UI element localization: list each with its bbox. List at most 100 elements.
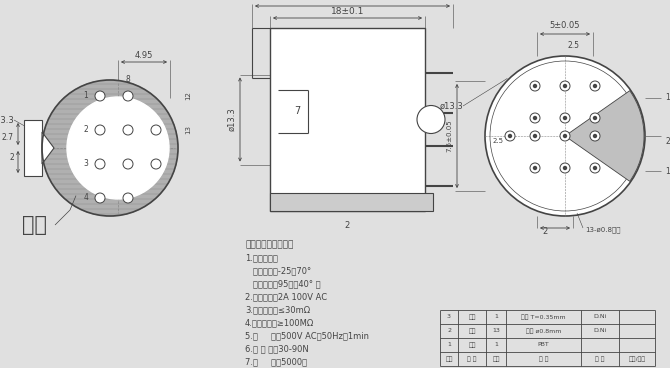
Circle shape xyxy=(530,81,540,91)
Circle shape xyxy=(530,163,540,173)
Circle shape xyxy=(594,117,596,120)
Text: 4.绝缘电阻：≥100MΩ: 4.绝缘电阻：≥100MΩ xyxy=(245,318,314,328)
Text: 8: 8 xyxy=(126,75,131,85)
Text: 13-ø0.8工差: 13-ø0.8工差 xyxy=(585,227,620,233)
Circle shape xyxy=(95,91,105,101)
Text: PBT: PBT xyxy=(537,343,549,347)
Text: 2.5: 2.5 xyxy=(493,138,504,144)
Text: 处 理: 处 理 xyxy=(595,356,605,362)
Circle shape xyxy=(95,125,105,135)
Circle shape xyxy=(533,134,537,138)
Bar xyxy=(270,193,433,211)
Circle shape xyxy=(533,117,537,120)
Text: 7.寿     命：5000次: 7.寿 命：5000次 xyxy=(245,357,307,367)
Circle shape xyxy=(594,166,596,170)
Text: 18±0.1: 18±0.1 xyxy=(331,7,364,15)
Text: 数量: 数量 xyxy=(492,356,500,362)
Polygon shape xyxy=(42,132,54,164)
Circle shape xyxy=(42,80,178,216)
Circle shape xyxy=(123,125,133,135)
Text: 7: 7 xyxy=(294,106,300,117)
Text: 3.接触电阻：≤30mΩ: 3.接触电阻：≤30mΩ xyxy=(245,305,310,315)
Text: 2: 2 xyxy=(665,137,670,145)
Circle shape xyxy=(123,159,133,169)
Circle shape xyxy=(123,193,133,203)
Text: 2: 2 xyxy=(543,227,547,237)
Text: 12: 12 xyxy=(185,92,191,100)
Circle shape xyxy=(95,193,105,203)
Circle shape xyxy=(509,134,511,138)
Text: 13: 13 xyxy=(185,125,191,134)
Text: 4: 4 xyxy=(84,194,88,202)
Circle shape xyxy=(530,113,540,123)
Circle shape xyxy=(590,113,600,123)
Circle shape xyxy=(563,85,567,88)
Text: 6.插 拔 力：30-90N: 6.插 拔 力：30-90N xyxy=(245,344,309,354)
Text: 1.使用条件：: 1.使用条件： xyxy=(245,254,278,262)
Circle shape xyxy=(563,166,567,170)
Text: 1: 1 xyxy=(84,92,88,100)
Circle shape xyxy=(485,56,645,216)
Text: ø13.3: ø13.3 xyxy=(0,116,14,124)
Circle shape xyxy=(151,125,161,135)
Bar xyxy=(24,120,42,176)
Text: 2: 2 xyxy=(447,329,451,333)
Text: 7.5±0.05: 7.5±0.05 xyxy=(446,120,452,152)
Text: 1.12: 1.12 xyxy=(665,166,670,176)
Text: 插针: 插针 xyxy=(468,328,476,334)
Wedge shape xyxy=(565,91,644,181)
Circle shape xyxy=(560,131,570,141)
Text: 21.3±0.2: 21.3±0.2 xyxy=(332,0,373,3)
Text: 13: 13 xyxy=(492,329,500,333)
Circle shape xyxy=(590,131,600,141)
Text: 1.45: 1.45 xyxy=(665,93,670,103)
Circle shape xyxy=(560,163,570,173)
Text: 2: 2 xyxy=(84,125,88,134)
Circle shape xyxy=(563,117,567,120)
Text: 5.耐     压：500V AC（50Hz）1min: 5.耐 压：500V AC（50Hz）1min xyxy=(245,332,369,340)
Circle shape xyxy=(533,166,537,170)
Circle shape xyxy=(505,131,515,141)
Circle shape xyxy=(594,85,596,88)
Text: 名 称: 名 称 xyxy=(467,356,477,362)
Text: 单件/总计: 单件/总计 xyxy=(628,356,646,362)
Circle shape xyxy=(533,85,537,88)
Text: 3: 3 xyxy=(447,315,451,319)
Text: 主要技术特性要求：: 主要技术特性要求： xyxy=(245,241,293,250)
Text: ø13.3: ø13.3 xyxy=(440,102,463,110)
Text: 1: 1 xyxy=(447,343,451,347)
Circle shape xyxy=(594,134,596,138)
Circle shape xyxy=(590,163,600,173)
Text: 黄铜 ø0.8mm: 黄铜 ø0.8mm xyxy=(526,328,561,334)
Circle shape xyxy=(560,113,570,123)
Text: 4.95: 4.95 xyxy=(135,50,153,60)
Circle shape xyxy=(95,159,105,169)
Text: 1: 1 xyxy=(494,343,498,347)
Text: ø13.3: ø13.3 xyxy=(228,107,237,131)
Circle shape xyxy=(123,91,133,101)
Text: D.Ni: D.Ni xyxy=(594,315,607,319)
Text: 2: 2 xyxy=(345,220,350,230)
Text: 2.5: 2.5 xyxy=(567,42,579,50)
Circle shape xyxy=(563,134,567,138)
Text: 2.额定负荷：2A 100V AC: 2.额定负荷：2A 100V AC xyxy=(245,293,327,301)
Circle shape xyxy=(530,131,540,141)
Circle shape xyxy=(590,81,600,91)
Circle shape xyxy=(151,159,161,169)
Text: 外壳: 外壳 xyxy=(468,314,476,320)
Text: 材 料: 材 料 xyxy=(539,356,548,362)
Text: 公司: 公司 xyxy=(22,215,47,235)
Text: 2.7: 2.7 xyxy=(2,134,14,142)
Text: 相对湿度：95％（40° ）: 相对湿度：95％（40° ） xyxy=(245,280,321,289)
Bar xyxy=(270,28,425,211)
Text: D.Ni: D.Ni xyxy=(594,329,607,333)
Text: 环境温度：-25～70°: 环境温度：-25～70° xyxy=(245,266,311,276)
Text: 黄铜 T=0.35mm: 黄铜 T=0.35mm xyxy=(521,314,565,320)
Text: 序号: 序号 xyxy=(446,356,453,362)
Text: 5±0.05: 5±0.05 xyxy=(550,21,580,31)
Circle shape xyxy=(417,106,445,134)
Circle shape xyxy=(67,97,169,199)
Text: 1: 1 xyxy=(494,315,498,319)
Text: 3: 3 xyxy=(84,159,88,169)
Text: 2: 2 xyxy=(9,153,14,163)
